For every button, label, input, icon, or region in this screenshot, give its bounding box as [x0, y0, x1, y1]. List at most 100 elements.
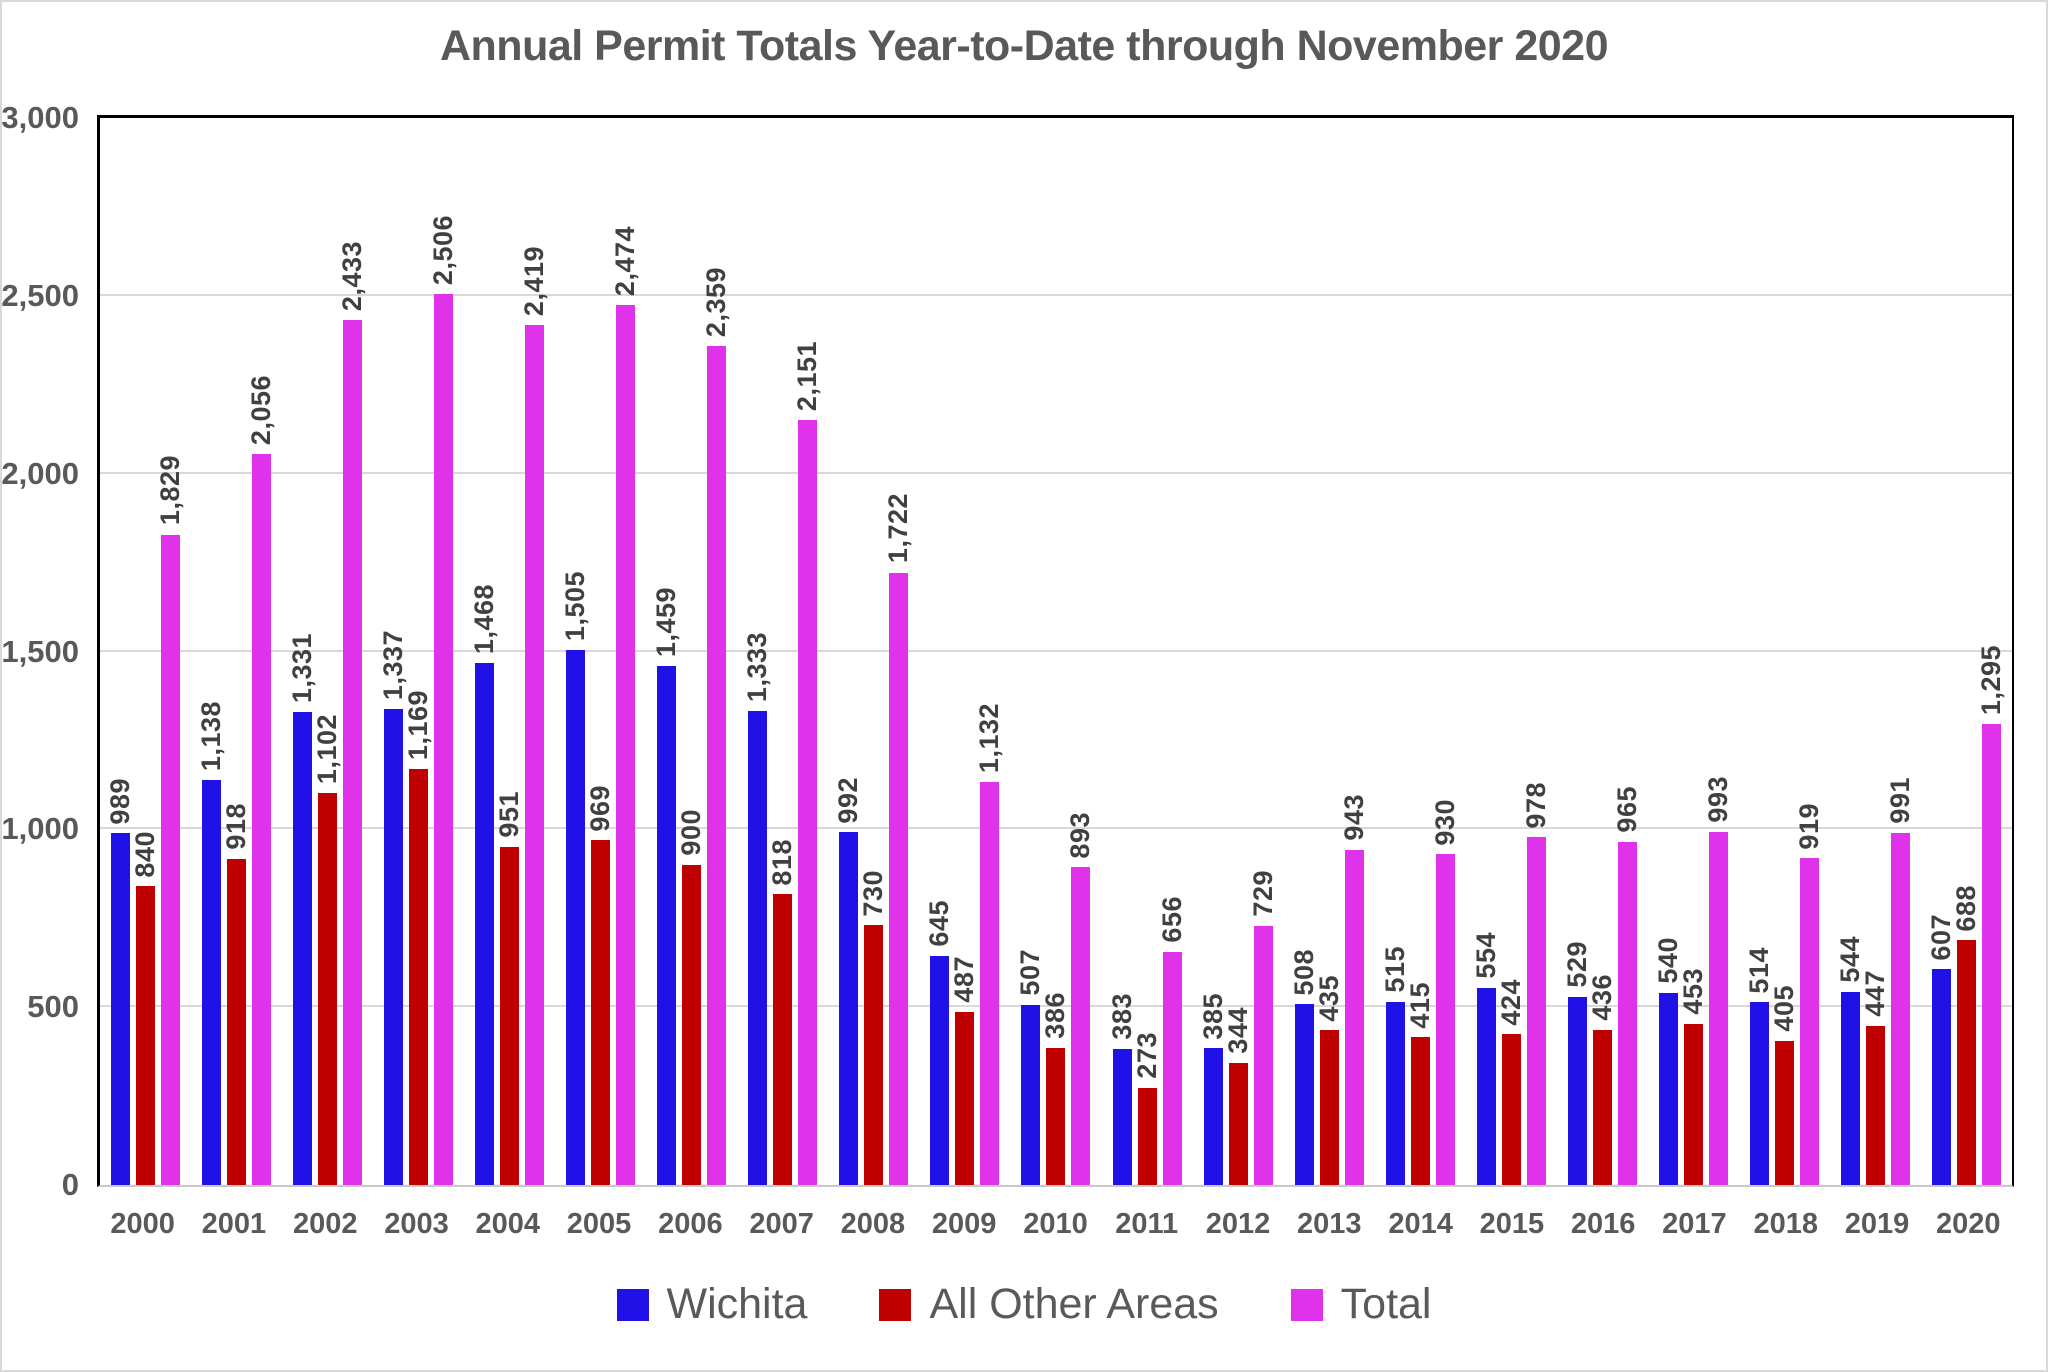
year-label: 2001: [201, 1208, 267, 1240]
bar-value-label-anchor: 1,333: [742, 632, 772, 702]
bar-slot: 529: [1562, 118, 1592, 1185]
bar-group-2016: 529 436 965: [1557, 118, 1648, 1185]
bar: [889, 572, 909, 1185]
bar-value-label: 453: [1677, 968, 1708, 1015]
bar-value-label-anchor: 2,474: [610, 226, 640, 296]
bar-slot: 447: [1860, 118, 1890, 1185]
bar-value-label: 1,722: [883, 493, 914, 564]
bar-value-label: 1,295: [1975, 645, 2006, 716]
bar-value-label-anchor: 487: [949, 956, 979, 1003]
bar-group-2018: 514 405 919: [1739, 118, 1830, 1185]
bar: [773, 894, 793, 1185]
bar: [1981, 724, 2001, 1185]
legend-label: All Other Areas: [929, 1280, 1219, 1328]
year-label: 2009: [931, 1208, 997, 1240]
bar-slot: 1,829: [155, 118, 185, 1185]
bar: [1799, 858, 1819, 1185]
bar-slot: 1,138: [196, 118, 226, 1185]
bar: [1344, 849, 1364, 1185]
year-label: 2008: [840, 1208, 906, 1240]
bar-value-label: 919: [1793, 802, 1824, 850]
gridline: [100, 1005, 2012, 1008]
bar: [1385, 1001, 1405, 1185]
bar-value-label-anchor: 273: [1132, 1032, 1162, 1079]
bar-value-label: 730: [858, 869, 889, 917]
bar-value-label-anchor: 1,468: [469, 584, 499, 654]
bar-value-label: 1,132: [974, 703, 1005, 774]
bar-group-2002: 1,331 1,102 2,433: [282, 118, 373, 1185]
year-label: 2003: [384, 1208, 449, 1240]
bar-group-2005: 1,505 969 2,474: [555, 118, 646, 1185]
bar-value-label: 507: [1015, 949, 1046, 996]
bar-slot: 1,102: [312, 118, 342, 1185]
bar: [1319, 1030, 1339, 1185]
bar-slot: 969: [585, 118, 615, 1185]
bar-slot: 514: [1744, 118, 1774, 1185]
bar-group-2006: 1,459 900 2,359: [646, 118, 737, 1185]
bar-slot: 2,359: [701, 118, 731, 1185]
bar: [384, 709, 404, 1185]
bar-slot: 893: [1065, 118, 1095, 1185]
bar-value-label: 2,359: [701, 266, 732, 337]
y-axis-tick-labels: 0 500 1,000 1,500 2,000 2,500 3,000: [2, 100, 87, 1202]
bar: [955, 1011, 975, 1185]
bar-slot: 730: [858, 118, 888, 1185]
bar: [136, 886, 156, 1185]
year-label: 2013: [1297, 1208, 1362, 1240]
gridline: [100, 293, 2012, 296]
bar-slot: 386: [1040, 118, 1070, 1185]
bar-value-label-anchor: 951: [494, 791, 524, 838]
bar-value-label: 1,505: [560, 570, 591, 641]
bar-value-label: 435: [1313, 974, 1344, 1022]
bar-value-label-anchor: 1,505: [560, 571, 590, 641]
bar-value-label-anchor: 656: [1157, 896, 1187, 943]
bar: [707, 345, 727, 1185]
year-label: 2020: [1936, 1208, 2001, 1240]
bar: [1890, 832, 1910, 1185]
bar-value-label-anchor: 893: [1065, 812, 1095, 859]
bar-slot: 729: [1248, 118, 1278, 1185]
bar-value-label-anchor: 943: [1339, 794, 1369, 841]
bar-value-label-anchor: 969: [585, 785, 615, 832]
bar-value-label: 918: [221, 802, 252, 850]
bar-slot: 900: [676, 118, 706, 1185]
bar-slot: 273: [1132, 118, 1162, 1185]
bar-value-label-anchor: 1,337: [378, 630, 408, 700]
bar-value-label-anchor: 405: [1769, 985, 1799, 1032]
bar-group-2008: 992 730 1,722: [828, 118, 919, 1185]
bar-value-label: 893: [1065, 811, 1096, 859]
bar-value-label-anchor: 514: [1744, 947, 1774, 994]
bar-slot: 453: [1678, 118, 1708, 1185]
bar-value-label: 900: [676, 809, 707, 856]
bar-value-label-anchor: 818: [767, 839, 797, 886]
bar: [409, 769, 429, 1185]
bar-value-label: 487: [949, 956, 980, 1003]
bar-group-2012: 385 344 729: [1193, 118, 1284, 1185]
bar-slot: 992: [833, 118, 863, 1185]
bar-value-label-anchor: 645: [924, 900, 954, 947]
year-label: 2014: [1388, 1208, 1453, 1240]
bar-value-label: 554: [1470, 932, 1501, 979]
bar-slot: 2,433: [337, 118, 367, 1185]
bar-value-label-anchor: 840: [130, 831, 160, 878]
legend-item: Wichita: [616, 1280, 807, 1329]
legend: Wichita All Other Areas Total: [2, 1280, 2046, 1329]
year-label: 2012: [1205, 1208, 1271, 1240]
bar-value-label-anchor: 1,722: [883, 493, 913, 563]
bar-value-label: 930: [1429, 798, 1460, 846]
bar-value-label-anchor: 1,102: [312, 714, 342, 784]
bar: [1956, 940, 1976, 1185]
bar-slot: 515: [1380, 118, 1410, 1185]
bar: [1865, 1026, 1885, 1185]
bar-value-label: 992: [833, 776, 864, 824]
bar: [1617, 841, 1637, 1185]
year-label: 2007: [749, 1208, 814, 1240]
bar: [1021, 1004, 1041, 1185]
bar-slot: 1,468: [469, 118, 499, 1185]
bar-slot: 1,337: [378, 118, 408, 1185]
bar-value-label-anchor: 1,138: [196, 701, 226, 771]
bar-value-label-anchor: 2,056: [246, 375, 276, 445]
gridline: [100, 471, 2012, 474]
bar: [1683, 1023, 1703, 1185]
bar-slot: 2,419: [519, 118, 549, 1185]
